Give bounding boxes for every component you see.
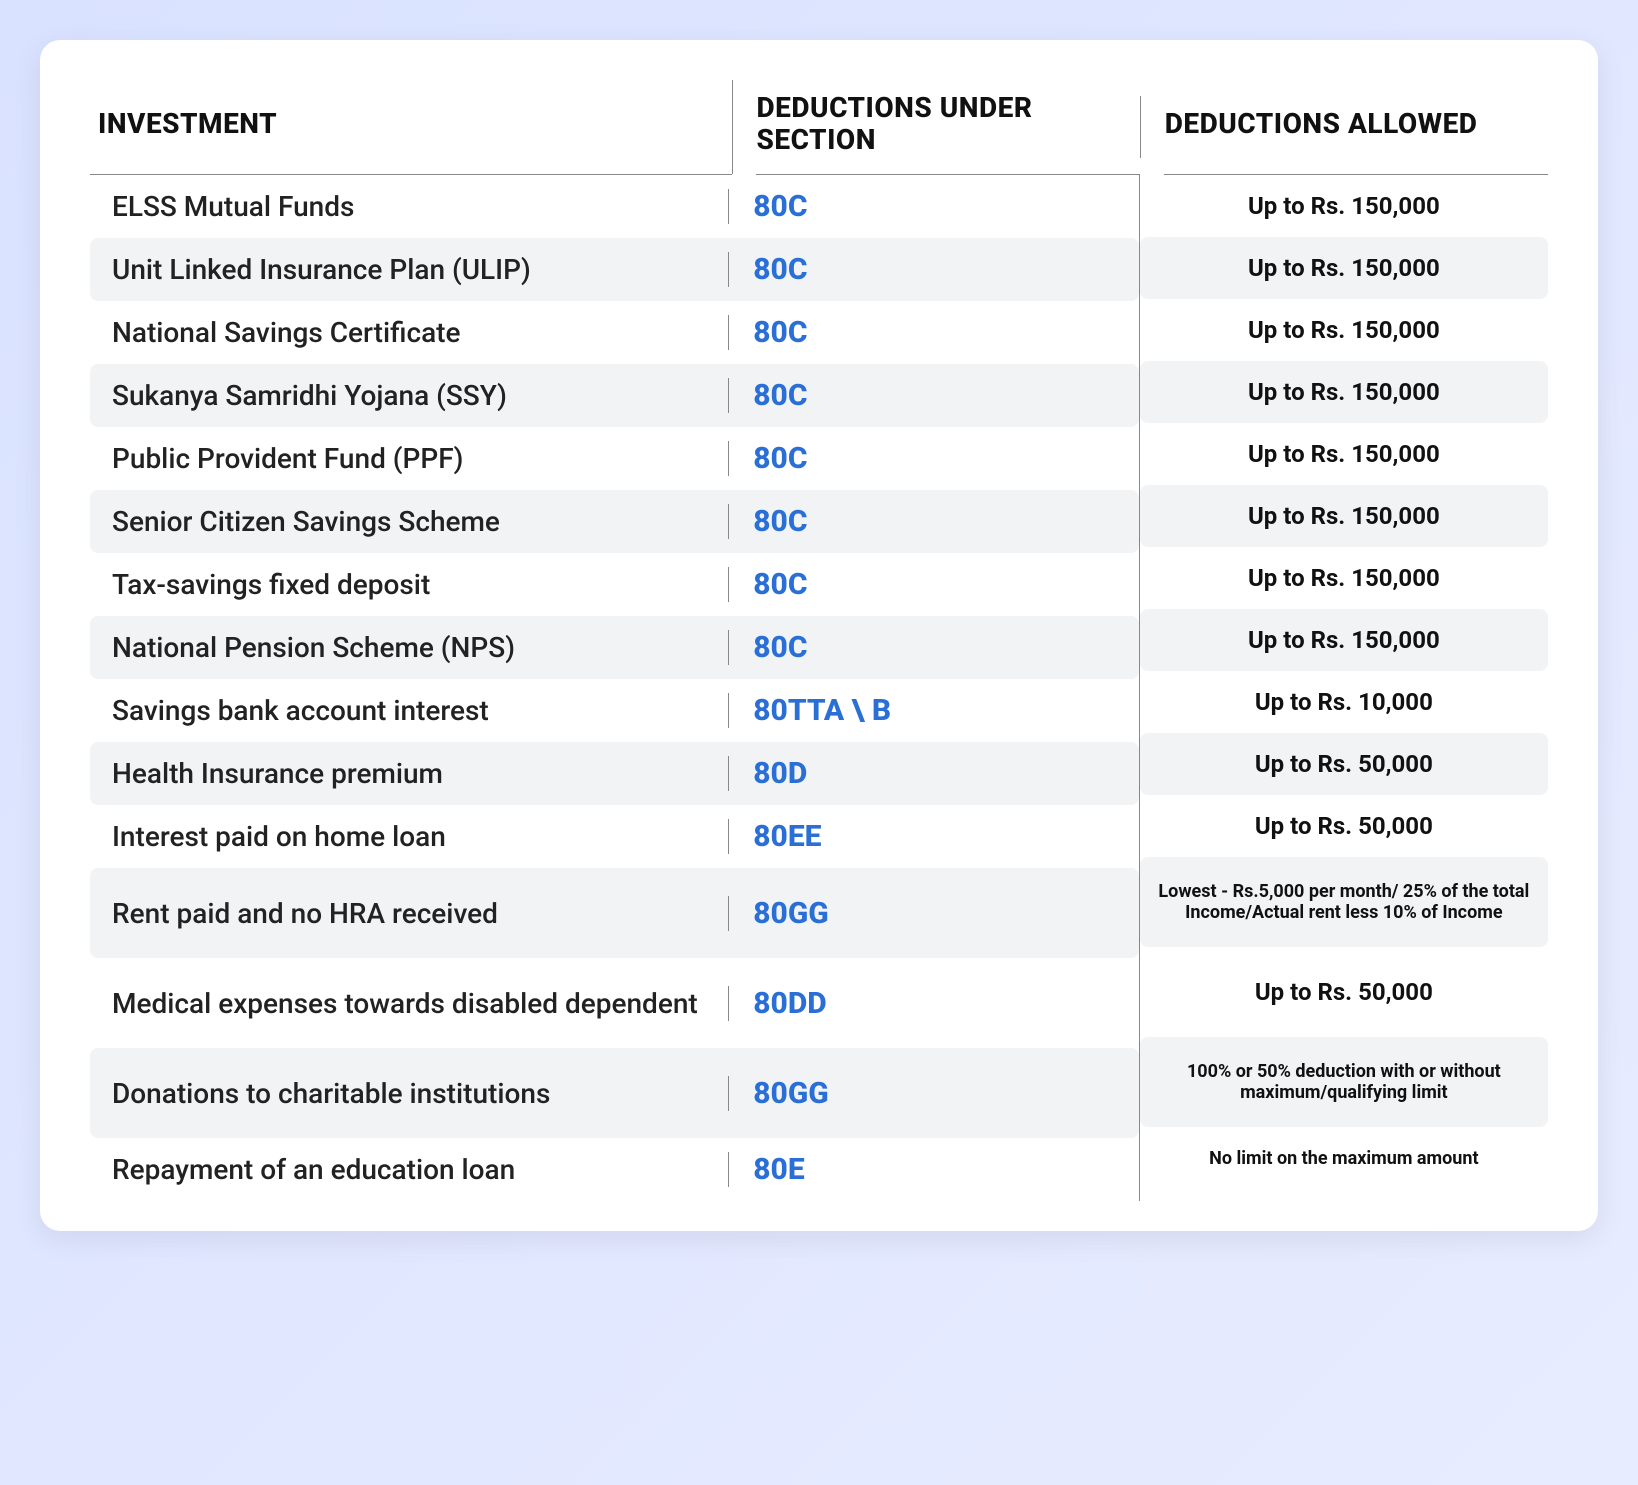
table-row: Savings bank account interest80TTA \ B	[90, 679, 1139, 742]
allowed-cell: Up to Rs. 10,000	[1255, 688, 1433, 717]
table-row: Medical expenses towards disabled depend…	[90, 958, 1139, 1048]
section-cell: 80C	[728, 189, 1127, 224]
section-cell: 80C	[728, 378, 1127, 413]
investment-cell: Rent paid and no HRA received	[102, 897, 728, 931]
investment-cell: Unit Linked Insurance Plan (ULIP)	[102, 253, 728, 287]
table-row: National Savings Certificate80C	[90, 301, 1139, 364]
investment-cell: ELSS Mutual Funds	[102, 190, 728, 224]
table-row: Health Insurance premium80D	[90, 742, 1139, 805]
allowed-cell: Lowest - Rs.5,000 per month/ 25% of the …	[1150, 881, 1538, 924]
section-cell: 80EE	[728, 819, 1127, 854]
allowed-cell: Up to Rs. 150,000	[1248, 440, 1440, 469]
left-columns: ELSS Mutual Funds80CUnit Linked Insuranc…	[90, 175, 1140, 1201]
investment-cell: Public Provident Fund (PPF)	[102, 442, 728, 476]
section-cell: 80C	[728, 441, 1127, 476]
section-cell: 80GG	[728, 1076, 1127, 1111]
section-cell: 80C	[728, 504, 1127, 539]
investment-cell: Interest paid on home loan	[102, 820, 728, 854]
right-column: Up to Rs. 150,000 Up to Rs. 150,000 Up to …	[1140, 175, 1548, 1201]
table-card: INVESTMENT DEDUCTIONS UNDER SECTION DEDU…	[40, 40, 1598, 1231]
table-row: Donations to charitable institutions80GG	[90, 1048, 1139, 1138]
section-cell: 80C	[728, 567, 1127, 602]
table-row: Sukanya Samridhi Yojana (SSY)80C	[90, 364, 1139, 427]
deductions-table: INVESTMENT DEDUCTIONS UNDER SECTION DEDU…	[90, 80, 1548, 1201]
allowed-cell: No limit on the maximum amount	[1209, 1148, 1478, 1170]
header-allowed: DEDUCTIONS ALLOWED	[1140, 96, 1548, 158]
table-body: ELSS Mutual Funds80CUnit Linked Insuranc…	[90, 175, 1548, 1201]
allowed-cell: 100% or 50% deduction with or without ma…	[1150, 1061, 1538, 1104]
table-row: National Pension Scheme (NPS)80C	[90, 616, 1139, 679]
section-cell: 80TTA \ B	[728, 693, 1127, 728]
allowed-row: 100% or 50% deduction with or without ma…	[1140, 1037, 1548, 1127]
allowed-cell: Up to Rs. 150,000	[1248, 564, 1440, 593]
table-header-row: INVESTMENT DEDUCTIONS UNDER SECTION DEDU…	[90, 80, 1548, 174]
allowed-row: Up to Rs. 150,000	[1140, 237, 1548, 299]
section-cell: 80C	[728, 315, 1127, 350]
allowed-cell: Up to Rs. 150,000	[1248, 316, 1440, 345]
allowed-cell: Up to Rs. 50,000	[1255, 750, 1433, 779]
table-row: Unit Linked Insurance Plan (ULIP)80C	[90, 238, 1139, 301]
table-row: Senior Citizen Savings Scheme80C	[90, 490, 1139, 553]
table-row: Public Provident Fund (PPF)80C	[90, 427, 1139, 490]
allowed-cell: Up to Rs. 150,000	[1248, 502, 1440, 531]
table-row: Repayment of an education loan80E	[90, 1138, 1139, 1201]
investment-cell: Sukanya Samridhi Yojana (SSY)	[102, 379, 728, 413]
investment-cell: Repayment of an education loan	[102, 1153, 728, 1187]
header-section: DEDUCTIONS UNDER SECTION	[732, 80, 1140, 174]
allowed-row: Lowest - Rs.5,000 per month/ 25% of the …	[1140, 857, 1548, 947]
allowed-row: Up to Rs. 150,000	[1140, 361, 1548, 423]
allowed-row: Up to Rs. 150,000	[1140, 609, 1548, 671]
investment-cell: Tax-savings fixed deposit	[102, 568, 728, 602]
allowed-row: Up to Rs. 150,000	[1140, 423, 1548, 485]
table-row: Interest paid on home loan80EE	[90, 805, 1139, 868]
investment-cell: Health Insurance premium	[102, 757, 728, 791]
investment-cell: Senior Citizen Savings Scheme	[102, 505, 728, 539]
section-cell: 80C	[728, 630, 1127, 665]
table-row: Rent paid and no HRA received80GG	[90, 868, 1139, 958]
investment-cell: Medical expenses towards disabled depend…	[102, 987, 728, 1021]
investment-cell: National Pension Scheme (NPS)	[102, 631, 728, 665]
investment-cell: National Savings Certificate	[102, 316, 728, 350]
allowed-row: Up to Rs. 50,000	[1140, 733, 1548, 795]
allowed-cell: Up to Rs. 150,000	[1248, 254, 1440, 283]
section-cell: 80D	[728, 756, 1127, 791]
allowed-row: Up to Rs. 150,000	[1140, 547, 1548, 609]
table-row: ELSS Mutual Funds80C	[90, 175, 1139, 238]
allowed-row: Up to Rs. 50,000	[1140, 947, 1548, 1037]
allowed-cell: Up to Rs. 150,000	[1248, 378, 1440, 407]
allowed-cell: Up to Rs. 50,000	[1255, 812, 1433, 841]
allowed-row: No limit on the maximum amount	[1140, 1127, 1548, 1189]
section-cell: 80DD	[728, 986, 1127, 1021]
allowed-row: Up to Rs. 10,000	[1140, 671, 1548, 733]
allowed-row: Up to Rs. 150,000	[1140, 485, 1548, 547]
table-row: Tax-savings fixed deposit80C	[90, 553, 1139, 616]
allowed-row: Up to Rs. 150,000	[1140, 175, 1548, 237]
allowed-row: Up to Rs. 50,000	[1140, 795, 1548, 857]
header-investment: INVESTMENT	[90, 96, 732, 158]
allowed-cell: Up to Rs. 150,000	[1248, 192, 1440, 221]
allowed-row: Up to Rs. 150,000	[1140, 299, 1548, 361]
section-cell: 80C	[728, 252, 1127, 287]
section-cell: 80GG	[728, 896, 1127, 931]
allowed-cell: Up to Rs. 50,000	[1255, 978, 1433, 1007]
allowed-cell: Up to Rs. 150,000	[1248, 626, 1440, 655]
investment-cell: Savings bank account interest	[102, 694, 728, 728]
section-cell: 80E	[728, 1152, 1127, 1187]
investment-cell: Donations to charitable institutions	[102, 1077, 728, 1111]
